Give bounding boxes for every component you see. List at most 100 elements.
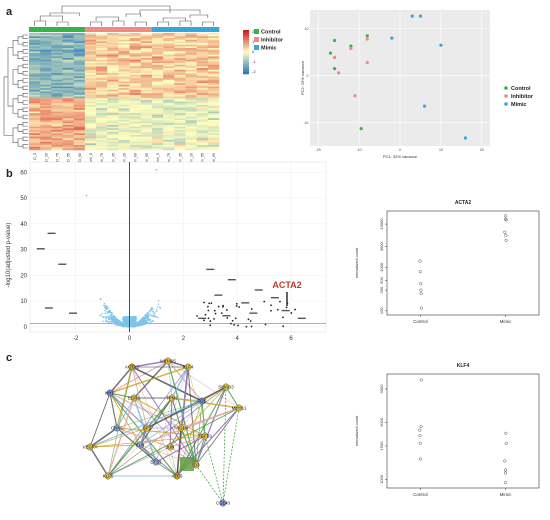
heatmap-cell [96,118,108,121]
heatmap-cell [107,113,119,116]
network-node-label: FOS [197,399,206,404]
heatmap-cell [174,136,186,139]
heatmap-cell [163,131,175,134]
heatmap-cell [207,123,220,126]
heatmap-cell [174,79,186,82]
heatmap-cell [96,86,108,89]
heatmap-cell [129,128,142,131]
heatmap-cell [196,86,209,89]
heatmap-cell [62,34,75,37]
heatmap-cell [207,104,220,107]
heatmap-cell [96,88,108,91]
pca-point-mimic [390,36,394,40]
colorbar-segment [243,36,249,39]
heatmap-cell [29,71,41,74]
heatmap-cell [151,119,164,122]
heatmap-cell [62,123,75,126]
heatmap-cell [174,133,186,136]
dendrogram-branch [22,71,28,76]
heatmap-cell [129,51,142,54]
volcano-point [110,318,112,321]
heatmap-cell [84,98,97,101]
heatmap-cell [107,126,119,129]
volcano-point [159,306,161,308]
volcano-labeled-point [234,317,237,320]
volcano-point [150,320,153,323]
volcano-point [155,168,158,171]
heatmap-cell [196,94,209,97]
heatmap-cell [207,121,220,124]
heatmap-cell [163,136,175,139]
heatmap-cell [151,84,164,87]
heatmap-cell [40,126,52,129]
heatmap-cell [51,48,63,51]
network-node-label: MYH11 [232,406,247,411]
heatmap-cell [207,98,220,101]
volcano-labeled-point [230,322,232,325]
volcano-point [125,321,128,324]
heatmap-cell [174,48,186,51]
heatmap-cell [96,143,108,146]
heatmap-cell [29,81,41,84]
volcano-labeled-point [196,315,198,317]
heatmap-cell [196,88,209,91]
network-edge [176,427,182,477]
heatmap-cell [84,141,97,144]
heatmap-cell [107,63,119,66]
group-bar-cell-mimic [196,27,209,32]
heatmap-cell [151,59,164,62]
heatmap-cell [73,48,86,51]
volcano-point [135,316,137,318]
heatmap-cell [196,73,209,76]
volcano-point [156,310,158,313]
dendrogram-branch [112,20,125,26]
volcano-labeled-point [203,319,205,322]
heatmap-cell [196,43,209,45]
heatmap-cell [62,46,75,49]
heatmap-cell [107,74,119,77]
network-node-label: ACTA2 [125,365,140,370]
heatmap-cell [51,41,63,44]
heatmap-cell [51,106,63,109]
dendrogram-branch [95,16,119,21]
dendrogram-branch [17,124,23,132]
heatmap-cell [40,36,52,39]
heatmap-cell [84,58,97,61]
heatmap-cell [174,119,186,122]
heatmap-cell [118,86,130,89]
heatmap-cell [118,39,130,42]
heatmap-cell [40,44,52,47]
heatmap-cell [207,44,220,47]
heatmap-cell [73,68,86,71]
volcano-labeled-point [226,317,229,319]
volcano-labeled-point [270,304,272,307]
heatmap-cell [62,63,75,66]
heatmap-cell [118,141,130,144]
heatmap-cell [174,91,186,94]
heatmap-cell [96,63,108,66]
heatmap-cell [196,84,209,87]
network-node [173,472,181,480]
heatmap-cell [73,103,86,106]
klf4_plot-point-mimic [503,468,508,472]
colorbar-segment [243,50,249,53]
heatmap-cell [29,114,41,117]
heatmap-cell [118,51,130,54]
heatmap-cell [62,48,75,51]
acta2_plot-point-control [418,270,422,274]
heatmap-cell [185,104,197,107]
heatmap-cell [73,138,86,141]
heatmap-cell [185,39,197,42]
heatmap-cell [40,133,52,136]
dendrogram-branch [17,36,23,45]
heatmap-cell [129,138,142,141]
heatmap-cell [118,88,130,91]
heatmap-cell [207,118,220,121]
group-bar-cell-control [62,27,75,32]
volcano-labeled-point [263,300,266,303]
heatmap-cell [207,39,220,42]
network-node [184,363,192,371]
heatmap-cell [51,111,63,114]
heatmap-cell [207,93,220,96]
heatmap-cell [62,36,75,39]
